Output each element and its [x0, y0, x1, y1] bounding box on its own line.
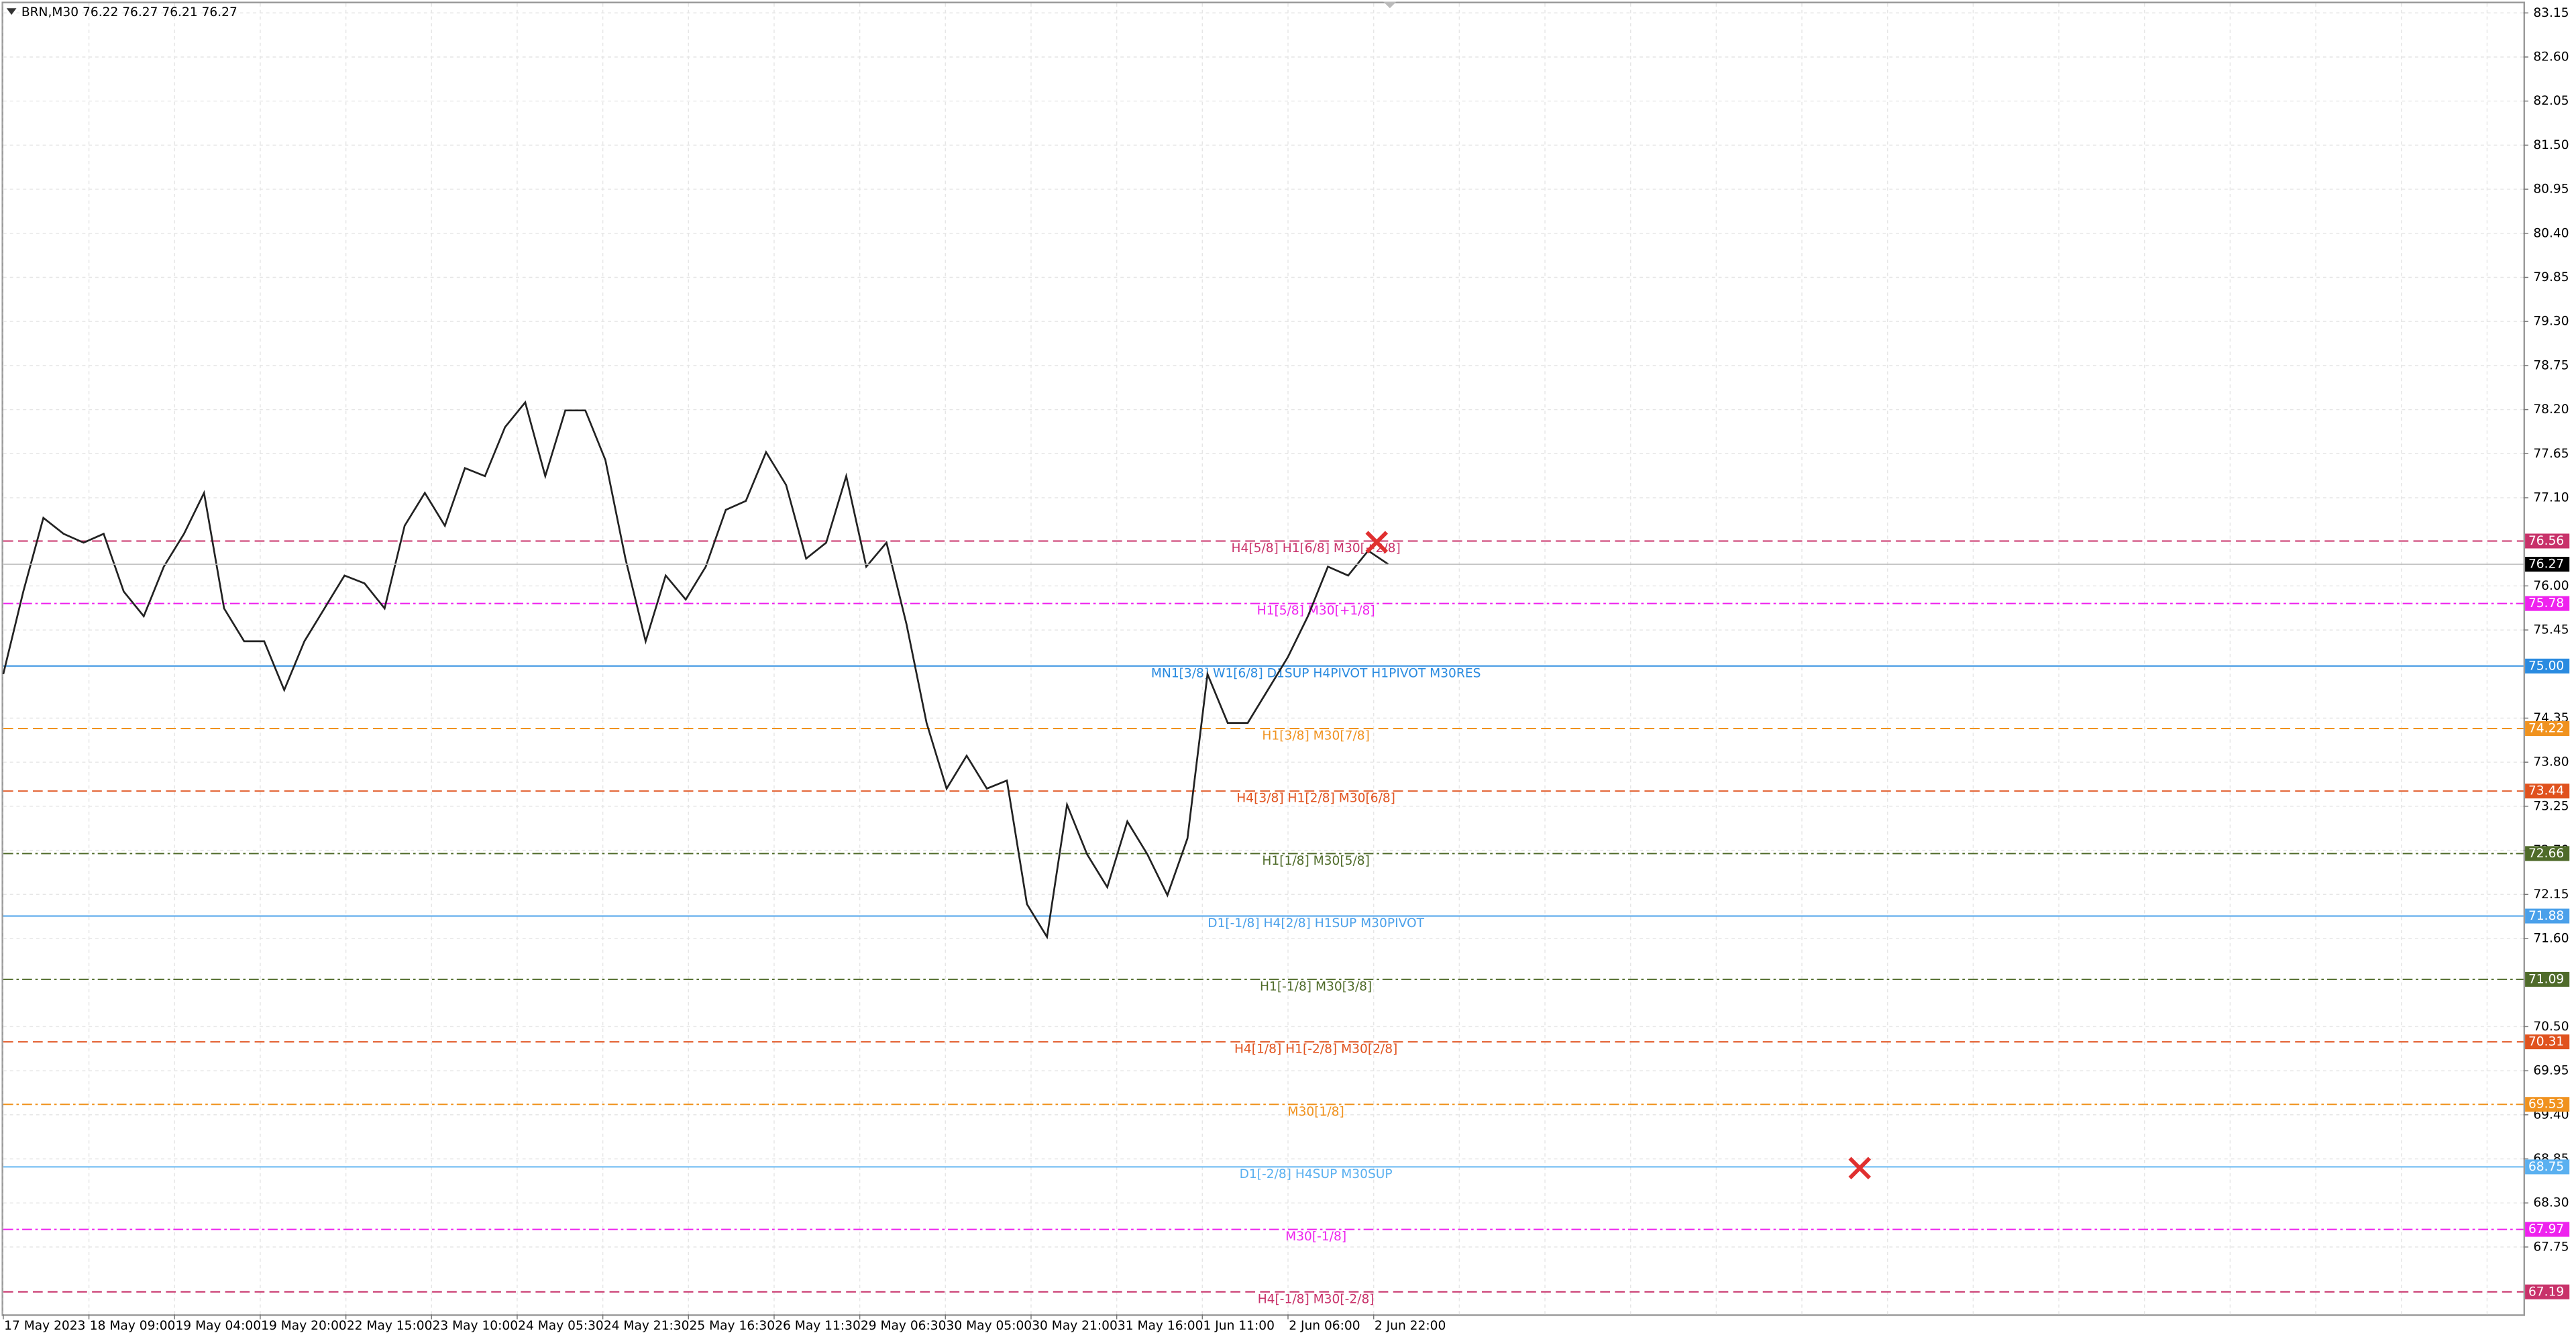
x-tick-label: 30 May 05:00 [947, 1319, 1032, 1333]
marker-cross [1848, 1157, 1872, 1180]
x-tick-label: 30 May 21:00 [1032, 1319, 1118, 1333]
plot-frame [1, 1, 2526, 1316]
chart-header: BRN,M30 76.22 76.27 76.21 76.27 [21, 5, 237, 19]
x-tick-label: 1 Jun 11:00 [1203, 1319, 1275, 1333]
level-label: H4[-1/8] M30[-2/8] [1258, 1292, 1375, 1306]
x-tick-label: 29 May 06:30 [861, 1319, 947, 1333]
price-tag [2525, 658, 2570, 674]
x-tick-label: 18 May 09:00 [90, 1319, 176, 1333]
level-label: M30[1/8] [1288, 1105, 1344, 1119]
current-price-tag [2525, 557, 2570, 572]
price-tag [2525, 596, 2570, 611]
x-tick-label: 22 May 15:00 [347, 1319, 433, 1333]
level-label: H4[5/8] H1[6/8] M30[+2/8] [1232, 541, 1401, 555]
y-tick-label: 81.50 [2533, 138, 2569, 152]
y-tick-label: 78.20 [2533, 403, 2569, 417]
menu-arrow[interactable] [6, 8, 17, 15]
level-label: H4[1/8] H1[-2/8] M30[2/8] [1234, 1042, 1397, 1057]
x-tick-label: 19 May 20:00 [261, 1319, 347, 1333]
level-label: D1[-1/8] H4[2/8] H1SUP M30PIVOT [1208, 916, 1424, 930]
y-tick-label: 73.80 [2533, 755, 2569, 769]
y-tick-label: 73.25 [2533, 799, 2569, 813]
y-tick-label: 67.75 [2533, 1240, 2569, 1254]
price-tag-label: 67.19 [2528, 1285, 2564, 1299]
y-tick-label: 77.65 [2533, 447, 2569, 461]
x-tick-label: 23 May 10:00 [432, 1319, 518, 1333]
price-tag-label: 68.75 [2528, 1160, 2564, 1174]
price-tag [2525, 720, 2570, 737]
level-label: D1[-2/8] H4SUP M30SUP [1240, 1167, 1393, 1181]
level-label: H1[-1/8] M30[3/8] [1260, 979, 1372, 994]
level-label: H1[5/8] M30[+1/8] [1257, 604, 1375, 618]
x-tick-label: 2 Jun 22:00 [1375, 1319, 1446, 1333]
y-tick-label: 72.15 [2533, 888, 2569, 902]
y-tick-label: 76.00 [2533, 579, 2569, 593]
price-tag-label: 74.22 [2528, 722, 2564, 736]
x-tick-label: 24 May 21:30 [604, 1319, 690, 1333]
price-tag-label: 72.66 [2528, 847, 2564, 861]
y-tick-label: 80.40 [2533, 226, 2569, 240]
level-label: H4[3/8] H1[2/8] M30[6/8] [1236, 792, 1395, 806]
price-tag-label: 75.00 [2528, 659, 2564, 673]
y-tick-label: 82.60 [2533, 50, 2569, 64]
price-tag-label: 71.88 [2528, 909, 2564, 923]
level-label: M30[-1/8] [1285, 1230, 1346, 1244]
grid [3, 3, 2524, 1315]
x-tick-label: 26 May 11:30 [775, 1319, 861, 1333]
x-tick-label: 2 Jun 06:00 [1289, 1319, 1360, 1333]
price-tag [2525, 1159, 2570, 1175]
price-tag [2525, 846, 2570, 861]
series [2, 400, 1389, 940]
marker-cross [1365, 531, 1389, 553]
levels: H4[5/8] H1[6/8] M30[+2/8] H1[5/8] M30[+1/… [3, 540, 2524, 1306]
y-tick-label: 68.30 [2533, 1196, 2569, 1210]
price-tag-label: 69.53 [2528, 1097, 2564, 1112]
price-tag [2525, 1034, 2570, 1050]
level-label: H1[3/8] M30[7/8] [1262, 729, 1369, 743]
y-tick-label: 70.50 [2533, 1020, 2569, 1034]
y-tick-label: 80.95 [2533, 182, 2569, 197]
y-tick-label: 69.95 [2533, 1064, 2569, 1078]
price-tag-label: 75.78 [2528, 596, 2564, 610]
current-price-label: 76.27 [2528, 557, 2564, 572]
y-tick-label: 83.15 [2533, 6, 2569, 20]
x-tick-label: 25 May 16:30 [690, 1319, 775, 1333]
y-tick-label: 71.60 [2533, 931, 2569, 945]
price-tag-label: 67.97 [2528, 1222, 2564, 1236]
level-label: MN1[3/8] W1[6/8] D1SUP H4PIVOT H1PIVOT M… [1151, 666, 1481, 680]
price-tag [2525, 1222, 2570, 1237]
price-tag [2525, 1097, 2570, 1112]
y-tick-label: 78.75 [2533, 358, 2569, 372]
axes: 83.15 82.60 82.05 81.50 80.95 80.40 79.85 79.30… [3, 6, 2570, 1333]
y-tick-label: 77.10 [2533, 490, 2569, 504]
shift-marker [1383, 1, 1397, 9]
x-tick-label: 17 May 2023 [4, 1319, 85, 1333]
price-tag-label: 76.56 [2528, 534, 2564, 548]
price-tag-label: 73.44 [2528, 784, 2564, 798]
price-tag-label: 70.31 [2528, 1035, 2564, 1049]
price-tag [2525, 908, 2570, 924]
y-tick-label: 82.05 [2533, 94, 2569, 108]
price-tag [2525, 533, 2570, 549]
y-tick-label: 75.45 [2533, 623, 2569, 637]
y-tick-label: 79.30 [2533, 315, 2569, 329]
x-tick-label: 19 May 04:00 [175, 1319, 261, 1333]
y-tick-label: 79.85 [2533, 270, 2569, 284]
x-tick-label: 24 May 05:30 [518, 1319, 604, 1333]
price-tag [2525, 1284, 2570, 1299]
price-line [2, 400, 1389, 940]
level-label: H1[1/8] M30[5/8] [1262, 854, 1369, 868]
price-tag [2525, 784, 2570, 799]
price-tag [2525, 971, 2570, 987]
x-tick-label: 31 May 16:00 [1118, 1319, 1203, 1333]
price-tag-label: 71.09 [2528, 972, 2564, 986]
